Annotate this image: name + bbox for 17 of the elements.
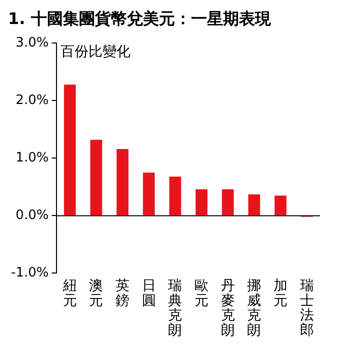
y-axis-title: 百份比變化 [60,44,131,60]
y-tick-label: 0.0% [16,208,49,224]
y-tick-label: -1.0% [11,266,49,281]
x-tick-label: 瑞士法郎 [300,278,314,338]
x-tick-label: 加元 [274,278,288,309]
x-tick-label: 澳元 [89,278,104,309]
y-tick-label: 3.0% [16,36,49,51]
x-tick-label: 挪威克朗 [247,278,262,338]
x-tick-label: 日圓 [142,278,156,309]
x-tick-label: 丹麥克朗 [220,278,235,338]
x-tick-label: 英鎊 [116,278,130,309]
x-tick-label: 紐元 [62,278,77,309]
x-tick-label: 歐元 [194,278,209,309]
chart-title: 1. 十國集團貨幣兌美元：一星期表現 [8,8,272,28]
x-tick-label: 瑞典克朗 [168,278,182,338]
y-tick-label: 2.0% [16,93,49,108]
y-tick-label: 1.0% [16,150,49,166]
